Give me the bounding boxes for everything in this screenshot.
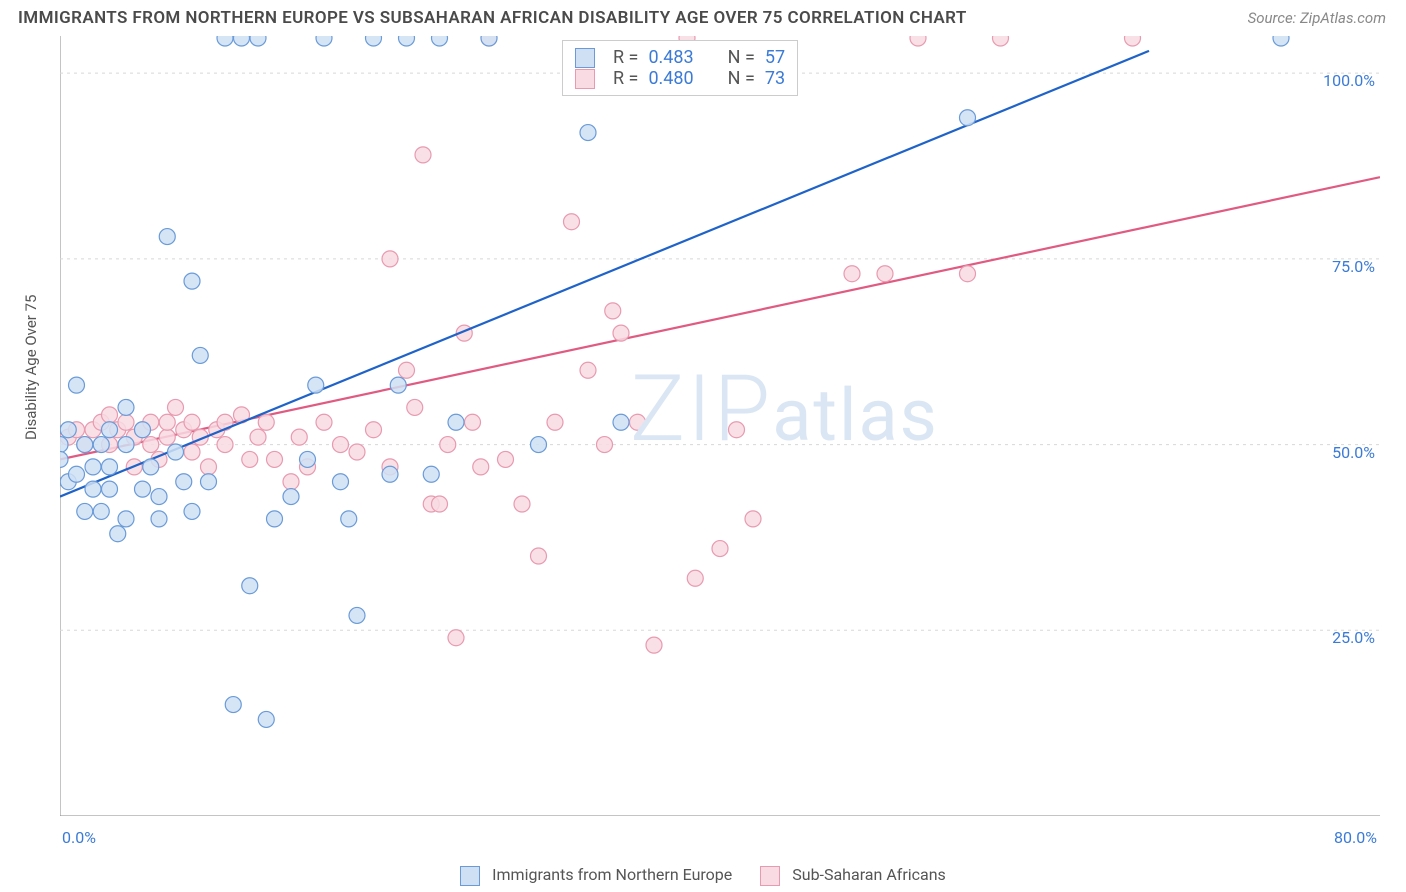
plot-area: ZIPatlas R = 0.483 N = 57 R = 0.480 N = … [60, 36, 1380, 816]
swatch-pink [575, 69, 595, 89]
source-attribution: Source: ZipAtlas.com [1248, 9, 1386, 27]
correlation-legend: R = 0.483 N = 57 R = 0.480 N = 73 [562, 40, 798, 96]
scatter-chart [60, 36, 1380, 816]
chart-title: IMMIGRANTS FROM NORTHERN EUROPE VS SUBSA… [18, 8, 967, 28]
swatch-blue-icon [460, 866, 480, 886]
y-axis-label: Disability Age Over 75 [22, 295, 40, 440]
swatch-pink-icon [760, 866, 780, 886]
legend-item-blue: Immigrants from Northern Europe [460, 865, 732, 886]
legend-item-pink: Sub-Saharan Africans [760, 865, 946, 886]
bottom-legend: Immigrants from Northern Europe Sub-Saha… [0, 865, 1406, 886]
legend-row-pink: R = 0.480 N = 73 [575, 68, 785, 89]
legend-row-blue: R = 0.483 N = 57 [575, 47, 785, 68]
swatch-blue [575, 48, 595, 68]
